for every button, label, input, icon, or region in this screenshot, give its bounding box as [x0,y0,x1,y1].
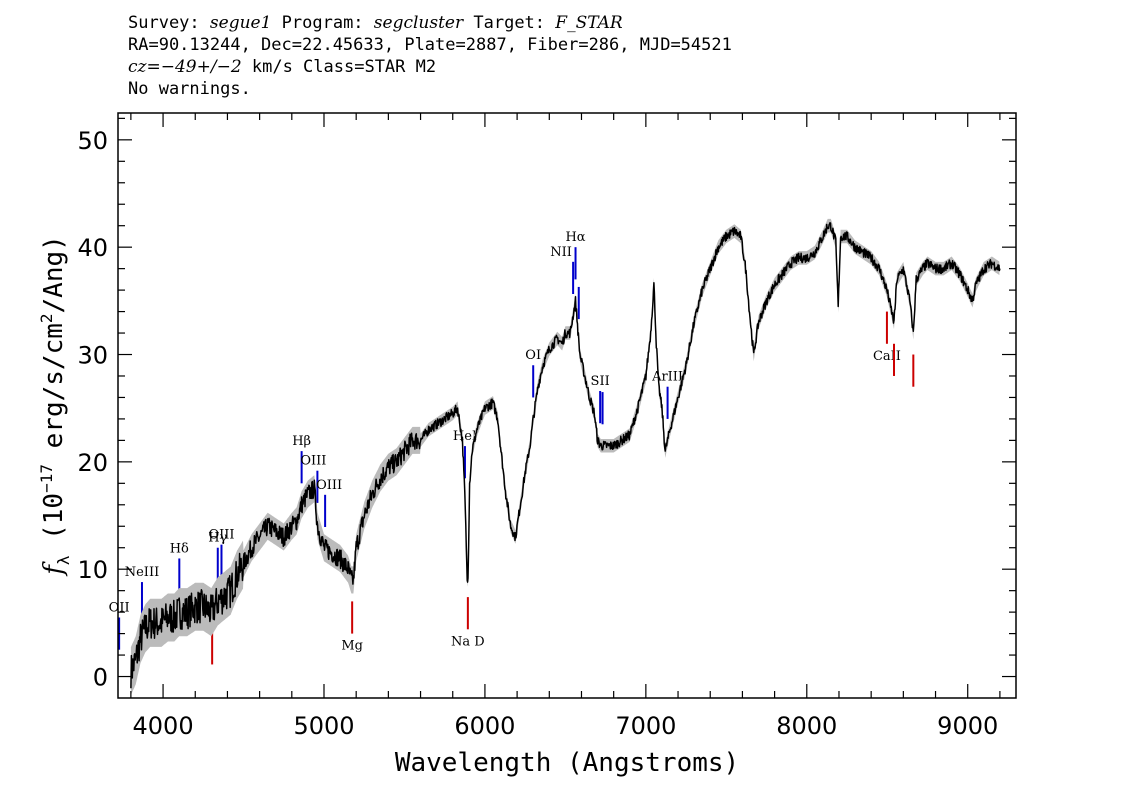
spectrum-data-layer [130,218,1001,696]
emission-label-7: OIII [316,478,342,493]
absorption-label-2: Na D [451,634,485,649]
absorption-label-3: CaII [873,349,901,364]
redshift-value: cz=−49+/−2 [128,57,242,77]
plot-frame [117,112,1017,699]
survey-label: Survey: [128,13,200,33]
emission-label-3: Hγ [208,531,227,546]
emission-label-10: NII [550,245,572,260]
header-line-3: cz=−49+/−2 km/s Class=STAR M2 [128,56,732,78]
absorption-label-1: Mg [341,639,363,654]
emission-label-6: OIII [300,454,326,469]
emission-label-9: OI [525,348,541,363]
target-value: F_STAR [555,13,623,33]
header-line-1: Survey: segue1 Program: segcluster Targe… [128,12,732,34]
x-tick-label: 6000 [454,712,515,740]
emission-label-11: Hα [565,230,585,245]
axis-tick-layer: 4000 5000 6000 7000 8000 9000 0 10 20 30 40 50 [77,113,1016,740]
emission-label-13: SII [591,374,610,389]
spectrum-line [130,222,1001,689]
x-tick-label: 9000 [937,712,998,740]
header-line-2: RA=90.13244, Dec=22.45633, Plate=2887, F… [128,35,732,55]
y-tick-label: 10 [77,556,108,584]
x-tick-label: 5000 [293,712,354,740]
emission-label-15: ArIII [651,370,683,385]
target-label: Target: [473,13,546,33]
x-tick-label: 7000 [615,712,676,740]
error-band [130,218,1000,696]
emission-label-5: Hβ [292,434,311,449]
survey-value: segue1 [209,13,272,33]
header-line-4: No warnings. [128,79,251,99]
program-value: segcluster [373,13,464,33]
spectrum-header: Survey: segue1 Program: segcluster Targe… [128,12,732,100]
emission-label-4: OIII [208,528,234,543]
program-label: Program: [281,13,364,33]
emission-label-8: HeI [453,429,477,444]
y-tick-label: 40 [77,234,108,262]
emission-label-1: NeIII [125,565,159,580]
y-tick-label: 0 [93,664,108,692]
y-tick-label: 20 [77,449,108,477]
y-axis-title: fλ (10−17 erg/s/cm2/Ang) [37,235,73,577]
x-axis-title: Wavelength (Angstroms) [395,748,739,778]
x-tick-label: 8000 [776,712,837,740]
emission-label-0: OII [109,600,130,615]
x-tick-label: 4000 [133,712,194,740]
class-value: km/s Class=STAR M2 [241,57,437,77]
emission-label-2: Hδ [170,541,189,556]
y-tick-label: 30 [77,342,108,370]
y-tick-label: 50 [77,127,108,155]
